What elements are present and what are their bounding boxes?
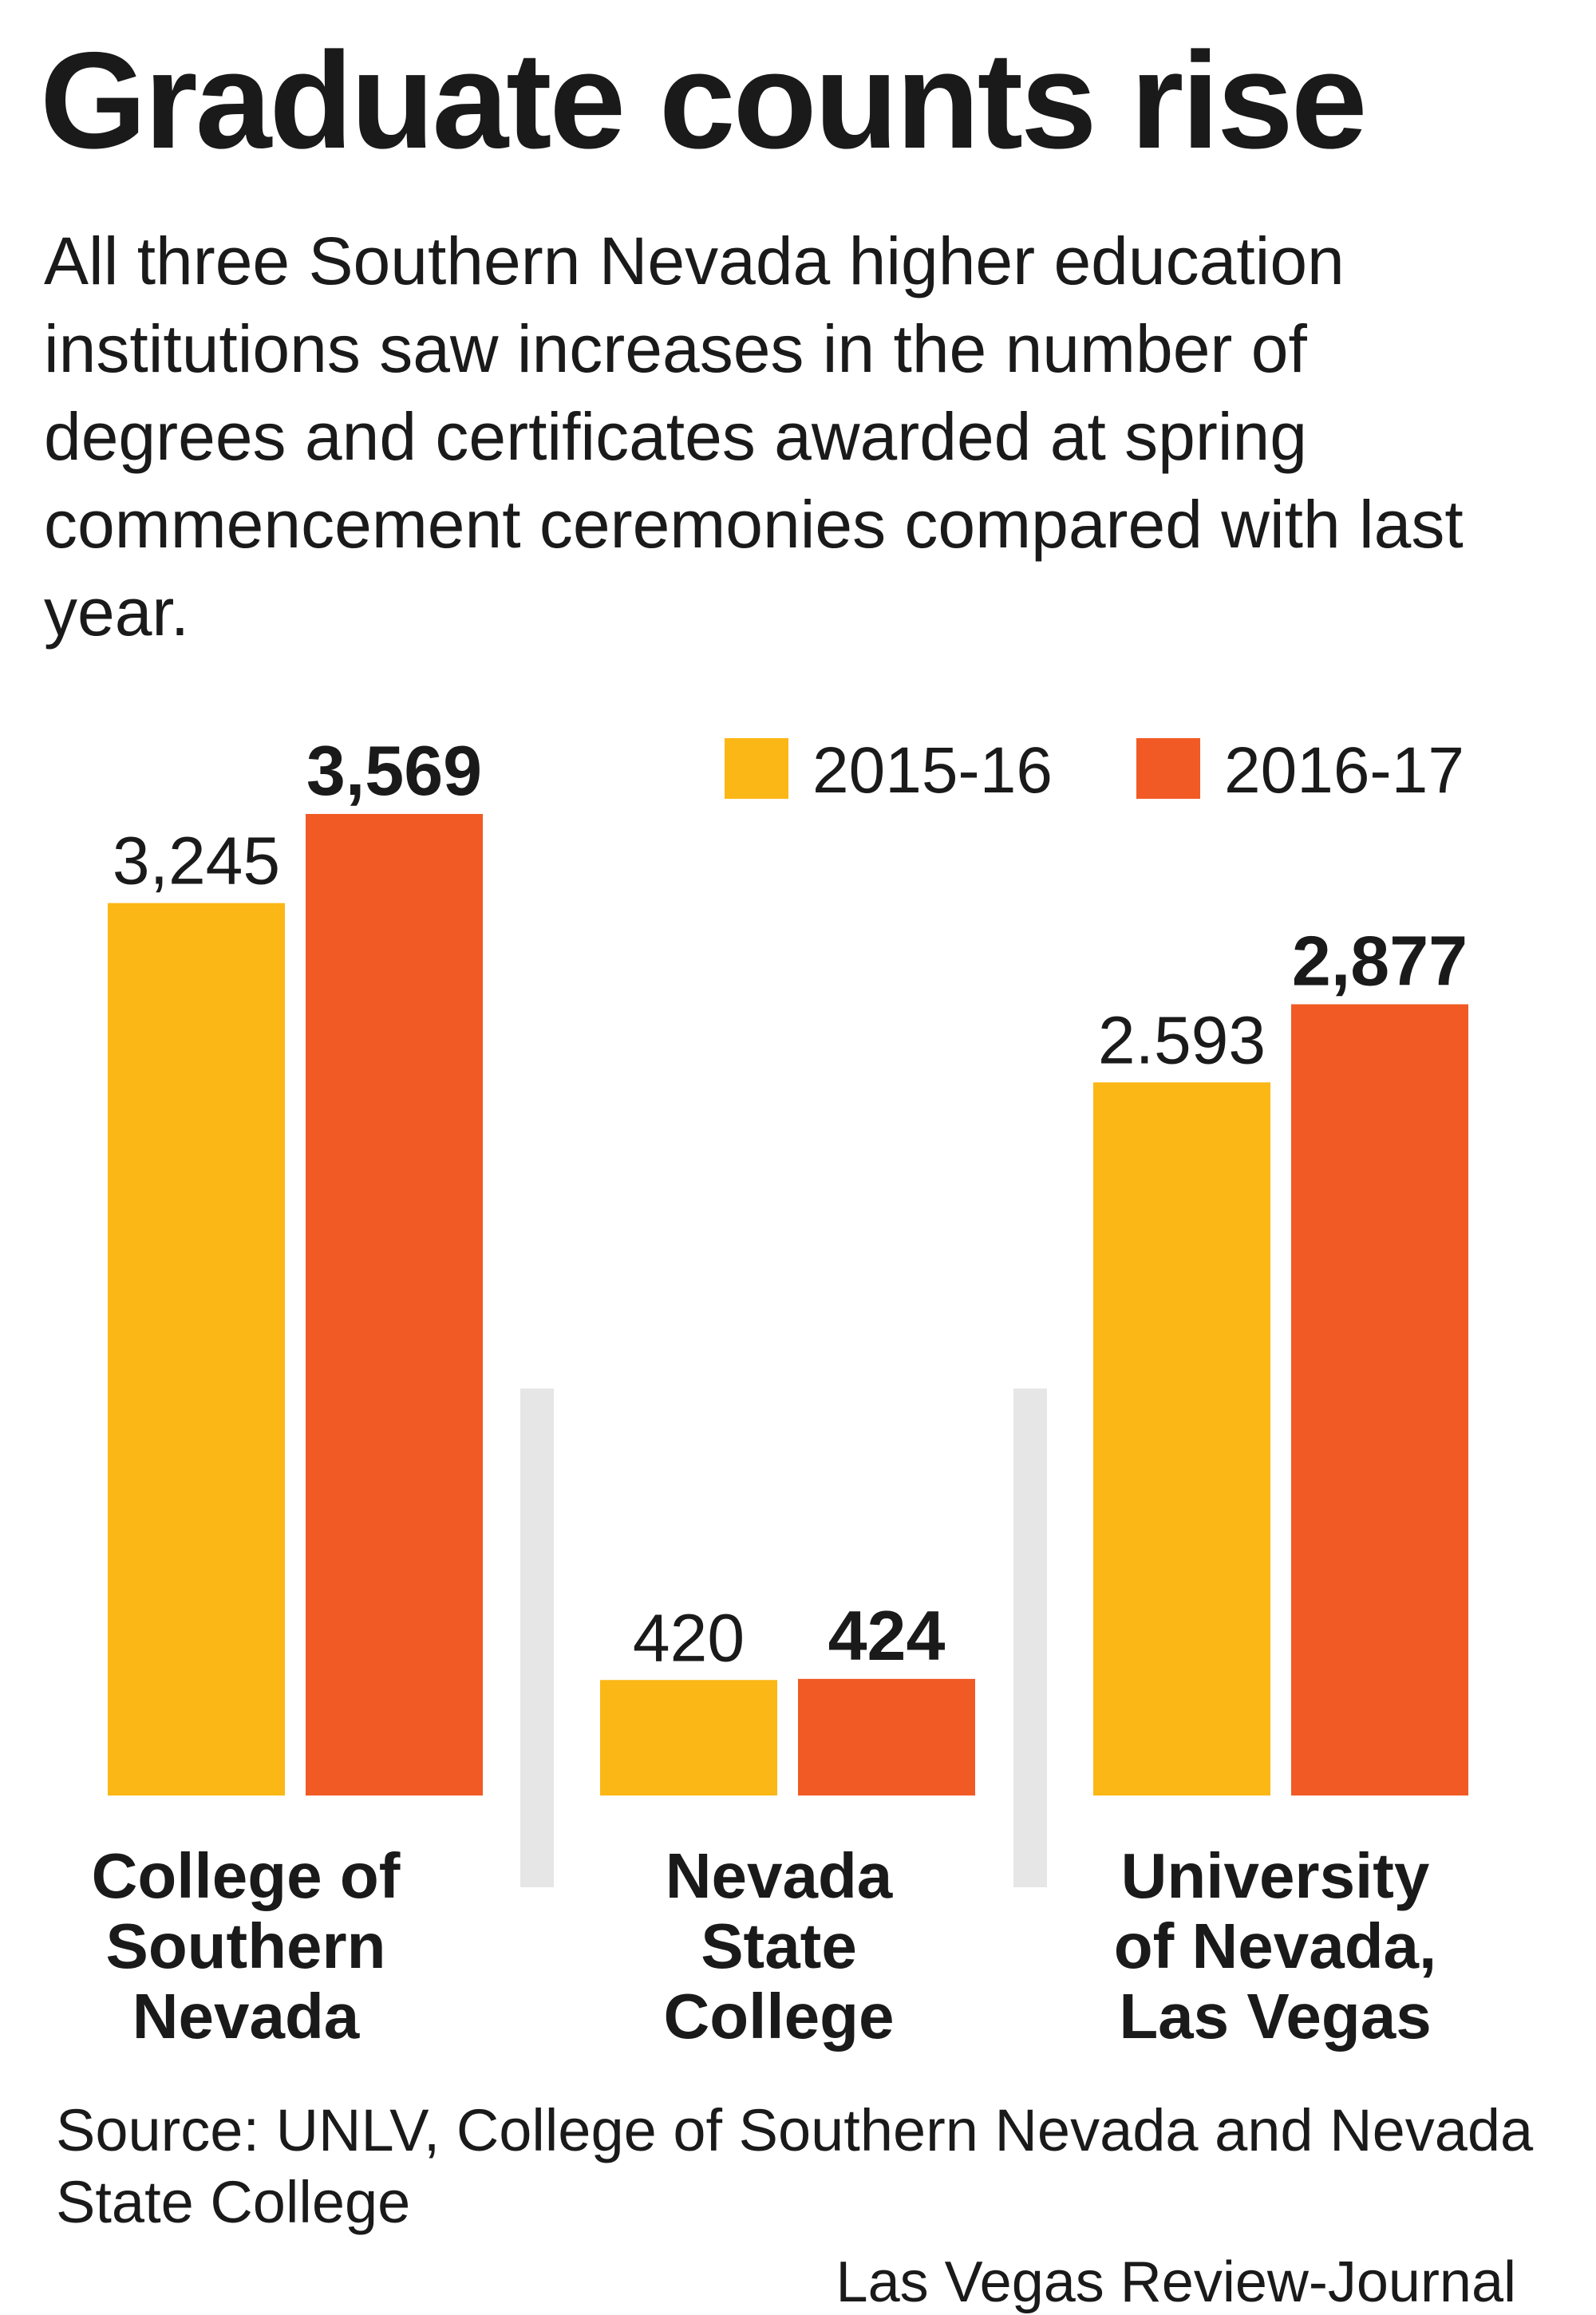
legend-swatch — [725, 738, 788, 799]
legend-label: 2016-17 — [1224, 734, 1464, 807]
category-label: Southern — [105, 1910, 385, 1981]
data-label: 2.593 — [1098, 1002, 1266, 1077]
source-note: Source: UNLV, College of Southern Nevada… — [56, 2097, 1534, 2235]
category-label: of Nevada, — [1114, 1910, 1437, 1981]
bar-2016-17-1 — [798, 1678, 975, 1796]
data-label: 3,245 — [113, 824, 280, 899]
group-divider — [1013, 1389, 1047, 1887]
data-label: 2,877 — [1292, 921, 1468, 1000]
category-label: College of — [92, 1840, 401, 1911]
category-label: Las Vegas — [1119, 1981, 1431, 2052]
data-label: 420 — [633, 1600, 745, 1675]
legend-swatch — [1136, 738, 1200, 799]
data-label: 424 — [828, 1596, 946, 1675]
bar-2015-16-1 — [600, 1680, 777, 1796]
chart-title: Graduate counts rise — [40, 24, 1368, 177]
group-divider — [520, 1389, 554, 1887]
category-label: University — [1121, 1840, 1430, 1911]
data-label: 3,569 — [306, 731, 482, 810]
category-label: Nevada — [666, 1840, 893, 1911]
category-label: State — [701, 1910, 857, 1981]
category-label: Nevada — [132, 1981, 360, 2052]
bar-2015-16-0 — [108, 903, 285, 1796]
bar-2016-17-0 — [306, 814, 483, 1796]
bar-2015-16-2 — [1093, 1082, 1270, 1796]
bar-2016-17-2 — [1291, 1004, 1468, 1796]
legend-label: 2015-16 — [812, 734, 1053, 807]
chart-subtitle: All three Southern Nevada higher educati… — [44, 223, 1464, 650]
publication-credit: Las Vegas Review-Journal — [836, 2250, 1516, 2314]
category-label: College — [664, 1981, 895, 2052]
